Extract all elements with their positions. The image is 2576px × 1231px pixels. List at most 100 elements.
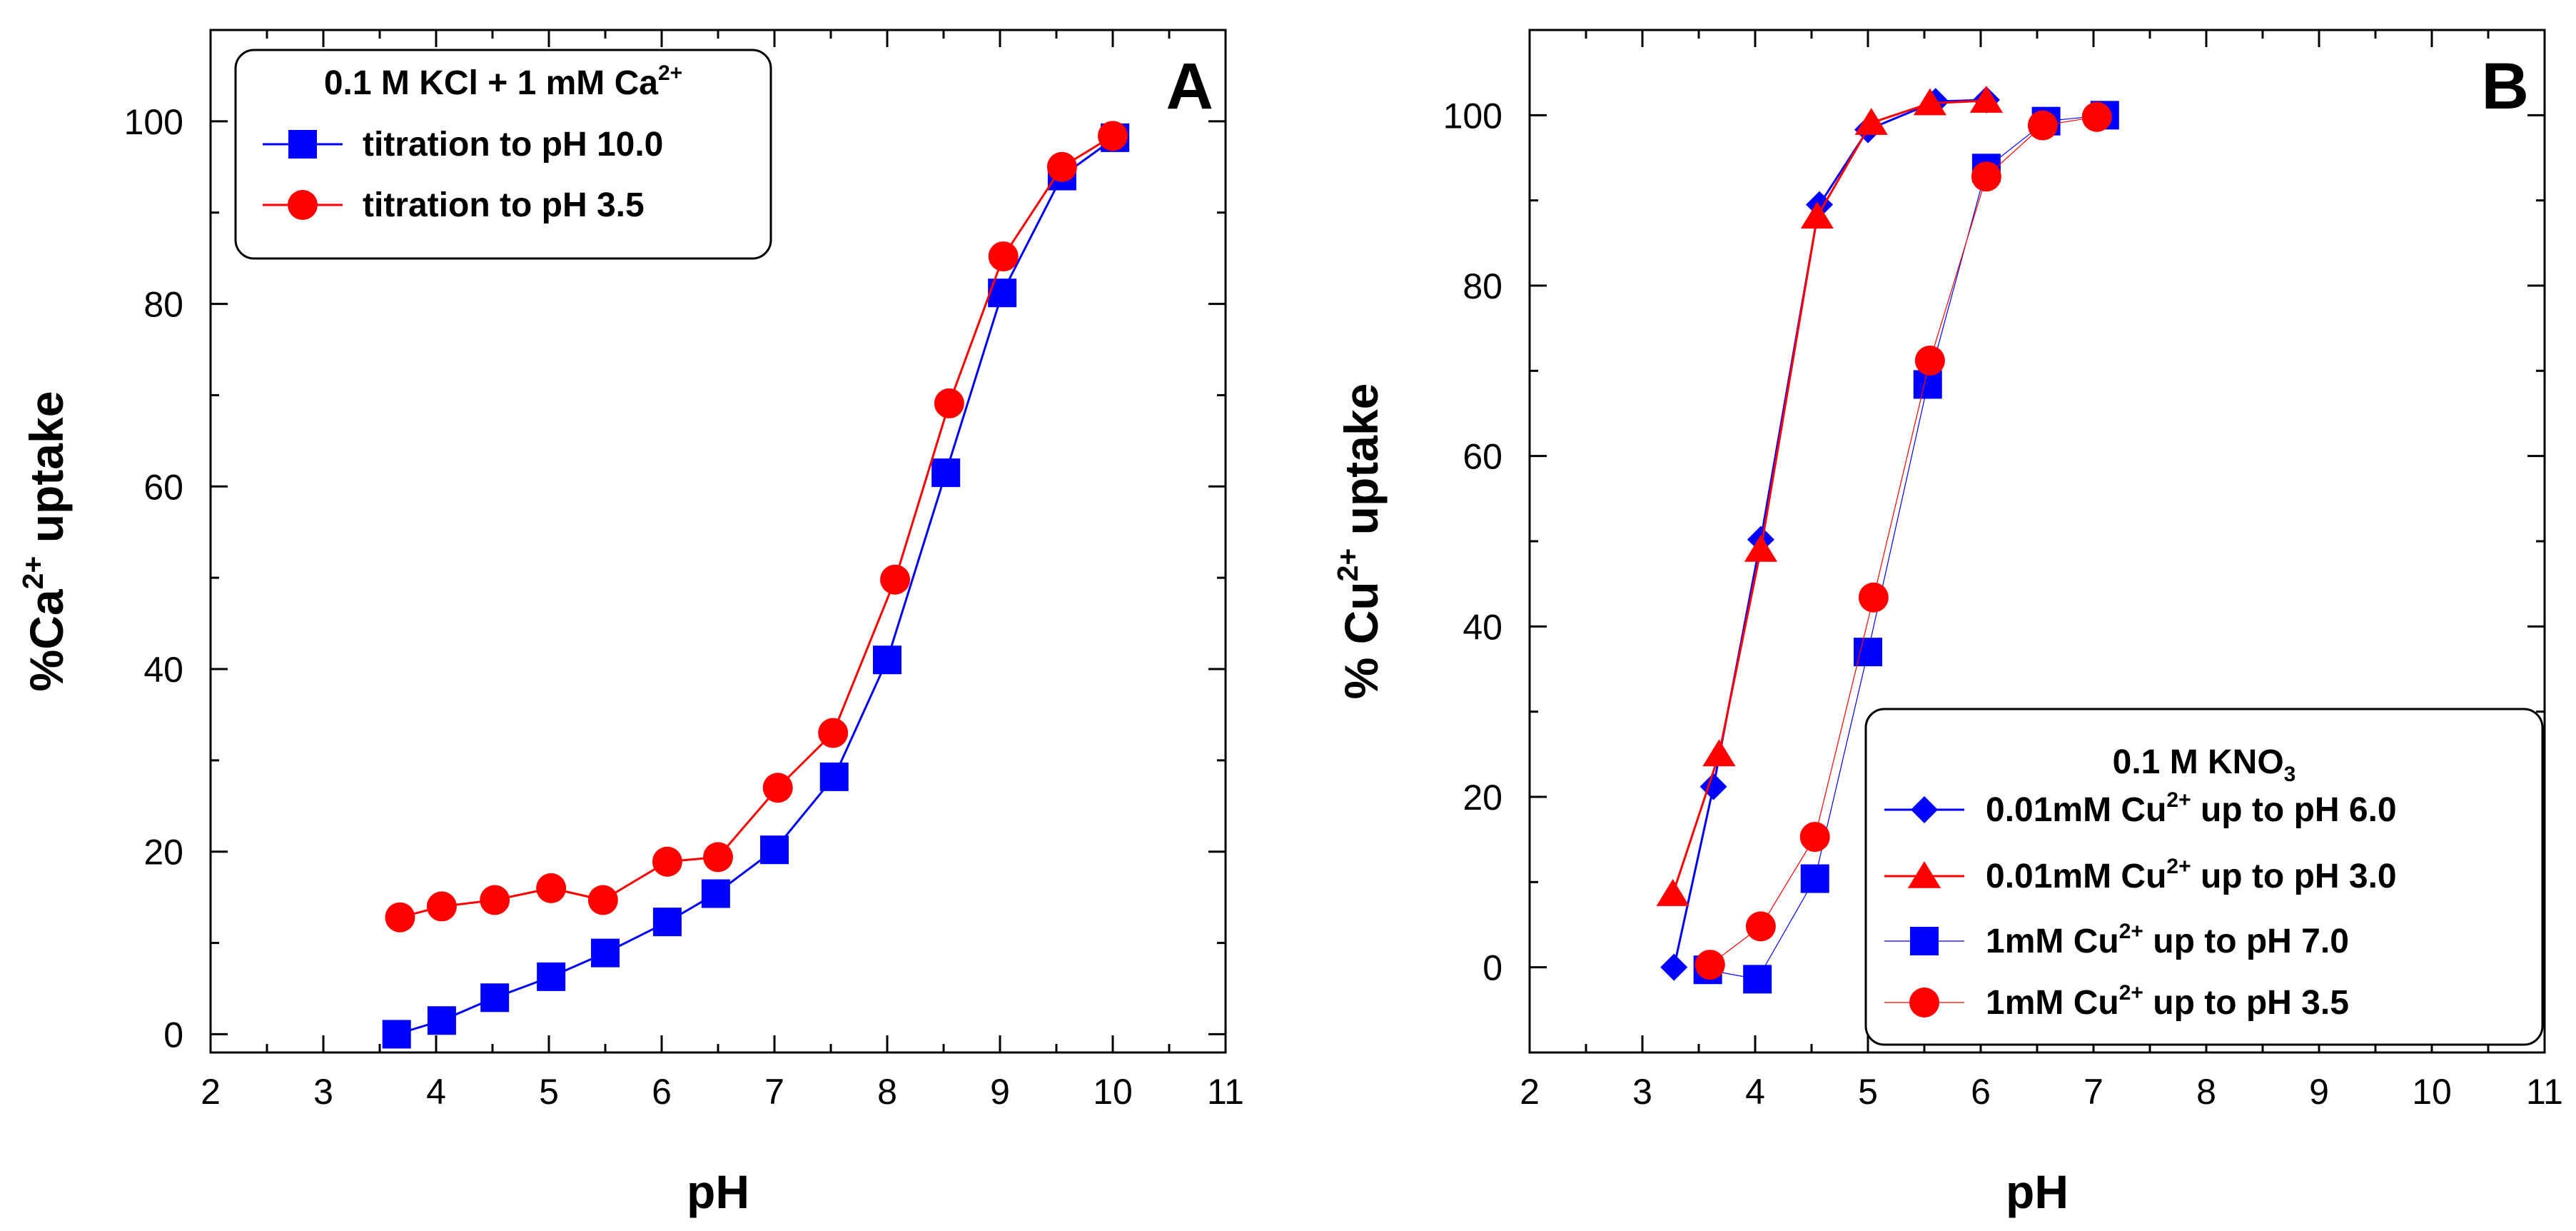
y-axis: 0 20 40 60 80 100 [1443,29,2545,1054]
x-tick-label: 8 [2196,1072,2216,1112]
legend-entry-label: 0.01mM Cu2+ up to pH 6.0 [1986,788,2397,829]
x-tick-label: 6 [1971,1072,1991,1112]
data-point-square [652,908,682,937]
data-point-triangle [1800,201,1834,229]
x-tick-label: 11 [1207,1072,1244,1112]
data-point-diamond [1699,773,1727,800]
panel-a: 2 3 4 5 6 7 8 9 10 11 pH 0 20 40 60 80 100 %Ca2+ uptake 0.… [16,29,1244,1218]
x-axis-title: pH [687,1165,749,1218]
data-point-triangle [1656,879,1689,906]
data-point-triangle [1913,88,1946,116]
panel-letter: B [2482,50,2529,123]
x-tick-label: 8 [877,1072,897,1112]
legend-box [1864,708,2544,1046]
data-point-triangle [1969,86,2003,113]
y-axis-title: % Cu2+ uptake [1331,383,1388,700]
data-point-circle [1858,582,1889,613]
data-point-square [382,1020,411,1049]
data-point-square [591,938,620,968]
legend-entry-label: 1mM Cu2+ up to pH 7.0 [1986,920,2349,960]
panel-b: 2 3 4 5 6 7 8 9 10 11 pH 0 20 40 60 80 100 % Cu2+ uptake 0… [1331,29,2563,1218]
data-point-square [537,962,566,991]
series-titration-to-ph-3-5 [385,121,1128,933]
series-1mm-cu2-up-to-ph-3-5 [1694,101,2112,980]
data-point-circle [587,885,618,915]
data-point-circle [1914,346,1945,376]
legend-marker-circle [288,190,318,220]
y-tick-label: 60 [143,467,183,507]
legend-marker-circle [1909,988,1939,1018]
data-point-circle [1046,151,1077,182]
data-point-triangle [1854,108,1888,135]
data-point-circle [703,842,733,873]
panel-letter: A [1166,50,1213,123]
data-point-circle [1799,822,1830,853]
data-point-circle [1694,950,1725,980]
y-tick-label: 20 [1463,778,1502,818]
data-point-circle [934,388,964,418]
data-point-square [1854,638,1882,667]
y-tick-label: 40 [1463,607,1502,647]
legend-marker-square [288,130,317,159]
y-tick-label: 20 [143,833,183,873]
x-tick-label: 7 [2083,1072,2103,1112]
data-point-circle [988,241,1019,272]
data-point-square [760,835,789,865]
legend: 0.1 M KCl + 1 mM Ca2+ titration to pH 10.… [234,49,772,260]
series-0-01mm-cu2-up-to-ph-3-0 [1656,86,2003,906]
data-point-circle [385,902,415,933]
data-point-circle [652,846,682,877]
data-point-triangle [1702,739,1736,767]
legend-marker-diamond [1911,796,1938,823]
y-tick-label: 100 [124,102,183,142]
data-point-circle [480,885,510,915]
legend-marker-square [1910,927,1939,955]
x-tick-label: 5 [539,1072,559,1112]
data-point-triangle [1744,534,1777,562]
x-tick-label: 3 [313,1072,333,1112]
legend-entry-label: 1mM Cu2+ up to pH 3.5 [1986,981,2349,1022]
data-point-diamond [1660,953,1688,981]
legend-entry-label: titration to pH 3.5 [363,186,645,224]
data-point-square [931,458,961,488]
x-tick-label: 9 [990,1072,1010,1112]
y-tick-label: 0 [1483,948,1502,988]
legend-entry-label: 0.01mM Cu2+ up to pH 3.0 [1986,855,2397,895]
data-point-square [480,983,510,1013]
data-point-circle [536,873,567,903]
data-point-square [988,278,1017,308]
x-tick-label: 2 [1520,1072,1540,1112]
data-point-square [873,645,901,675]
data-point-circle [426,891,457,922]
x-tick-label: 5 [1858,1072,1878,1112]
y-tick-label: 80 [143,285,183,325]
legend-title: 0.1 M KCl + 1 mM Ca2+ [324,61,682,102]
data-point-circle [2081,101,2112,132]
y-tick-label: 40 [143,650,183,690]
x-axis-title: pH [2006,1165,2069,1218]
legend-marker-triangle [1907,861,1941,888]
data-point-square [427,1006,456,1035]
x-tick-label: 9 [2309,1072,2329,1112]
data-point-square [701,879,730,908]
x-tick-label: 4 [1745,1072,1765,1112]
x-tick-label: 7 [764,1072,784,1112]
x-axis: 2 3 4 5 6 7 8 9 10 11 [201,30,1244,1112]
y-tick-label: 60 [1463,437,1502,477]
legend-entry-label: titration to pH 10.0 [363,126,663,164]
data-point-circle [880,564,911,595]
x-tick-label: 10 [1093,1072,1133,1112]
y-axis-title: %Ca2+ uptake [16,391,73,692]
y-axis: 0 20 40 60 80 100 [124,29,1226,1055]
x-tick-label: 11 [2526,1072,2563,1112]
data-point-circle [1745,911,1776,942]
data-point-circle [1971,161,2001,192]
data-point-circle [762,773,793,803]
data-point-circle [2027,110,2058,141]
x-tick-label: 4 [426,1072,446,1112]
data-point-square [1743,965,1772,994]
x-tick-label: 2 [201,1072,221,1112]
legend-box [234,49,772,260]
